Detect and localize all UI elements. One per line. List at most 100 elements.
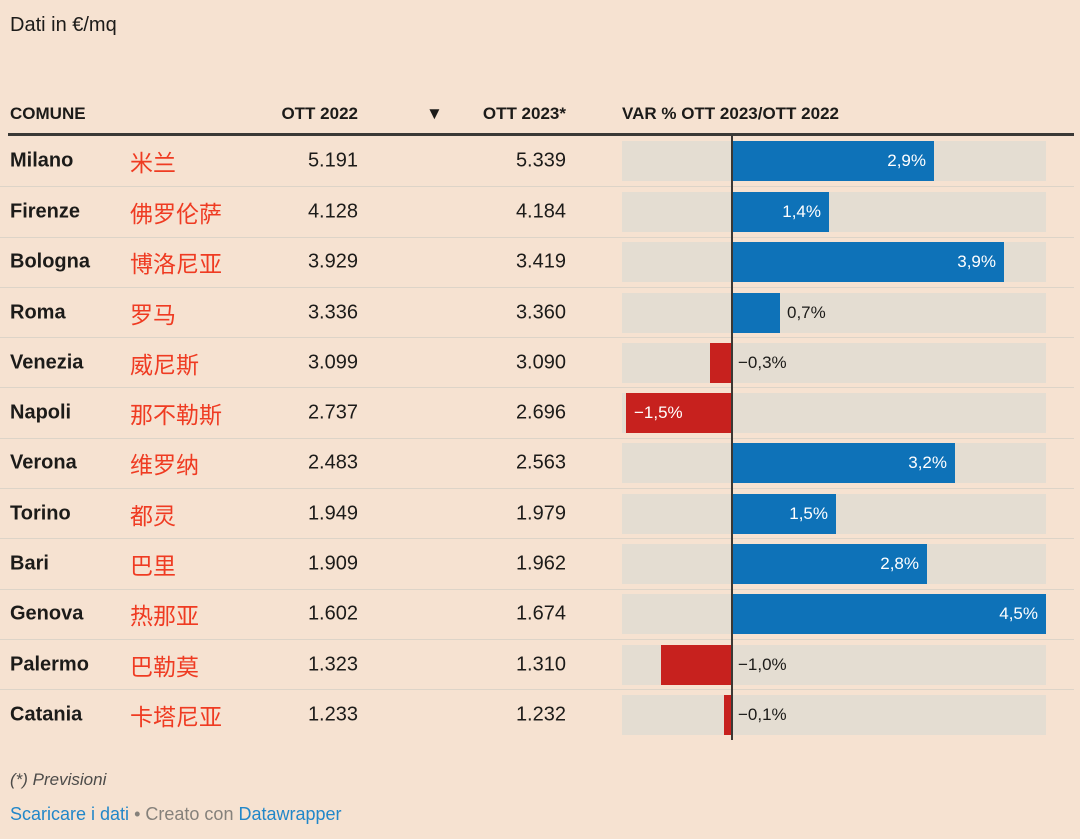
var-bar (731, 443, 955, 484)
ott-2022-value: 3.099 (307, 351, 358, 374)
table-row: Torino 都灵 1.949 1.979 1,5% (0, 488, 1074, 538)
city-name-zh: 博洛尼亚 (130, 251, 222, 278)
var-bar-label: −1,0% (738, 654, 787, 674)
table-row: Milano 米兰 5.191 5.339 2,9% (0, 136, 1074, 186)
ott-2022-value: 1.949 (307, 502, 358, 525)
var-bar (731, 141, 934, 182)
var-bar-label: 3,9% (957, 252, 996, 272)
ott-2023-value: 1.962 (515, 552, 566, 575)
var-bar-label: 1,5% (789, 503, 828, 523)
ott-2022-value: 2.483 (307, 451, 358, 474)
ott-2022-value: 3.336 (307, 301, 358, 324)
datawrapper-link[interactable]: Datawrapper (238, 804, 342, 824)
city-name: Firenze (10, 200, 81, 223)
column-header-var-pct[interactable]: VAR % OTT 2023/OTT 2022 (622, 104, 839, 123)
city-name: Napoli (10, 401, 72, 424)
column-header-ott-2022[interactable]: OTT 2022 (281, 104, 358, 123)
column-header-comune[interactable]: COMUNE (10, 104, 86, 123)
ott-2023-value: 1.979 (515, 502, 566, 525)
var-bar-track: 1,4% (622, 191, 1046, 232)
city-name: Milano (10, 149, 74, 172)
var-bar-track: −1,5% (622, 393, 1046, 434)
city-name: Genova (10, 602, 84, 625)
ott-2023-value: 3.090 (515, 351, 566, 374)
footer-separator: • (134, 804, 141, 824)
var-bar-label: 3,2% (908, 453, 947, 473)
column-header-ott-2023[interactable]: OTT 2023* (482, 104, 566, 123)
table-row: Firenze 佛罗伦萨 4.128 4.184 1,4% (0, 186, 1074, 236)
var-bar-track: −0,3% (622, 342, 1046, 383)
city-name-zh: 佛罗伦萨 (130, 200, 222, 227)
city-name: Bologna (10, 250, 90, 273)
city-name-zh: 那不勒斯 (130, 402, 222, 429)
var-bar-label: 1,4% (782, 201, 821, 221)
var-bar-label: −0,1% (738, 704, 787, 724)
var-bar (731, 594, 1046, 635)
download-data-link[interactable]: Scaricare i dati (10, 804, 130, 824)
table-row: Roma 罗马 3.336 3.360 0,7% (0, 286, 1074, 337)
city-name-zh: 维罗纳 (130, 452, 199, 479)
ott-2023-value: 4.184 (515, 200, 566, 223)
var-bar (661, 644, 731, 685)
var-bar-track: 0,7% (622, 292, 1046, 333)
var-bar-label: 4,5% (999, 604, 1038, 624)
city-name-zh: 巴里 (130, 553, 176, 580)
sort-descending-icon[interactable]: ▼ (426, 104, 443, 123)
ott-2023-value: 2.696 (515, 401, 566, 424)
var-bar (731, 493, 836, 534)
var-bar (626, 393, 731, 434)
var-bar-track: 1,5% (622, 493, 1046, 534)
ott-2022-value: 2.737 (307, 401, 358, 424)
city-name: Catania (10, 703, 83, 726)
var-bar (710, 342, 731, 383)
table-header: COMUNE OTT 2022 ▼ OTT 2023* VAR % OTT 20… (0, 96, 1074, 132)
ott-2022-value: 1.323 (307, 653, 358, 676)
page-title: Dati in €/mq (10, 14, 117, 36)
ott-2023-value: 5.339 (515, 149, 566, 172)
table-row: Palermo 巴勒莫 1.323 1.310 −1,0% (0, 638, 1074, 689)
ott-2023-value: 3.419 (515, 250, 566, 273)
city-name-zh: 都灵 (130, 502, 176, 529)
table-body: Milano 米兰 5.191 5.339 2,9% Firenze 佛罗伦萨 … (0, 136, 1074, 740)
table-row: Venezia 威尼斯 3.099 3.090 −0,3% (0, 337, 1074, 387)
table-row: Bari 巴里 1.909 1.962 2,8% (0, 538, 1074, 588)
var-bar-track: −1,0% (622, 644, 1046, 685)
ott-2023-value: 2.563 (515, 451, 566, 474)
var-bar-label: 2,9% (887, 151, 926, 171)
var-bar (731, 544, 927, 585)
city-name-zh: 米兰 (130, 150, 176, 177)
ott-2022-value: 1.233 (307, 703, 358, 726)
header-divider (8, 133, 1074, 136)
footer-credit-text: Creato con (145, 804, 234, 824)
city-name: Palermo (10, 653, 89, 676)
table-row: Verona 维罗纳 2.483 2.563 3,2% (0, 437, 1074, 488)
city-name: Torino (10, 502, 71, 525)
var-bar-track: −0,1% (622, 694, 1046, 735)
footnote: (*) Previsioni (10, 770, 107, 789)
city-name-zh: 威尼斯 (130, 351, 199, 378)
var-bar (731, 292, 780, 333)
city-name-zh: 热那亚 (130, 603, 199, 630)
var-bar-track: 4,5% (622, 594, 1046, 635)
table-row: Bologna 博洛尼亚 3.929 3.419 3,9% (0, 236, 1074, 287)
city-name-zh: 罗马 (130, 301, 176, 328)
ott-2022-value: 1.909 (307, 552, 358, 575)
city-name: Venezia (10, 351, 84, 374)
ott-2022-value: 3.929 (307, 250, 358, 273)
ott-2022-value: 5.191 (307, 149, 358, 172)
table-row: Genova 热那亚 1.602 1.674 4,5% (0, 588, 1074, 639)
var-bar (724, 694, 731, 735)
var-bar-label: −1,5% (634, 403, 683, 423)
ott-2022-value: 4.128 (307, 200, 358, 223)
zero-axis-line (731, 136, 733, 740)
table-row: Catania 卡塔尼亚 1.233 1.232 −0,1% (0, 689, 1074, 739)
var-bar (731, 191, 829, 232)
table-row: Napoli 那不勒斯 2.737 2.696 −1,5% (0, 387, 1074, 437)
ott-2023-value: 3.360 (515, 301, 566, 324)
city-name-zh: 巴勒莫 (130, 653, 199, 680)
city-name: Verona (10, 451, 77, 474)
ott-2023-value: 1.232 (515, 703, 566, 726)
ott-2023-value: 1.674 (515, 602, 566, 625)
var-bar-track: 3,9% (622, 242, 1046, 283)
city-name-zh: 卡塔尼亚 (130, 703, 222, 730)
